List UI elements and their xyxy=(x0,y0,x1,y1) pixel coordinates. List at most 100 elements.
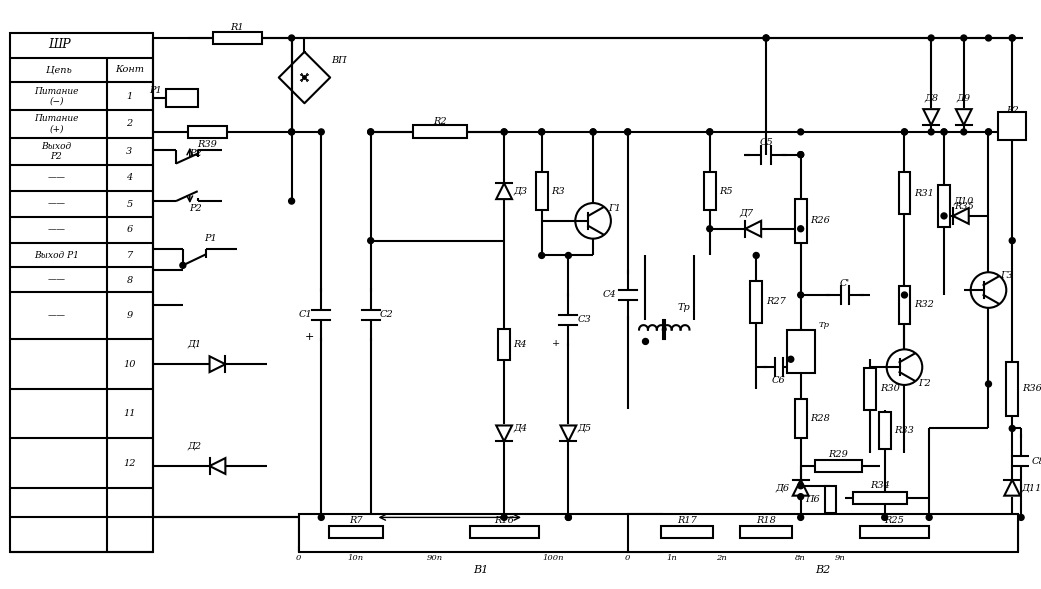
Polygon shape xyxy=(1005,480,1020,496)
Circle shape xyxy=(288,129,295,135)
Text: Конт: Конт xyxy=(115,65,144,74)
Text: R26: R26 xyxy=(811,216,831,226)
Text: R7: R7 xyxy=(349,516,362,525)
Circle shape xyxy=(707,129,713,135)
Circle shape xyxy=(565,253,572,259)
Text: 1п: 1п xyxy=(667,554,678,562)
Circle shape xyxy=(180,262,186,269)
Text: Питание
(+): Питание (+) xyxy=(34,114,78,134)
Text: ——: —— xyxy=(47,276,66,284)
Text: Д1: Д1 xyxy=(187,340,202,349)
Text: Д4: Д4 xyxy=(513,424,527,433)
Polygon shape xyxy=(497,425,512,441)
Text: R36: R36 xyxy=(1022,385,1041,393)
Text: Р2: Р2 xyxy=(1006,105,1018,115)
Circle shape xyxy=(882,514,888,520)
Circle shape xyxy=(288,129,295,135)
Circle shape xyxy=(288,35,295,41)
Text: R17: R17 xyxy=(677,516,696,525)
Circle shape xyxy=(986,129,991,135)
Text: R27: R27 xyxy=(766,297,786,306)
Text: C4: C4 xyxy=(603,290,616,299)
Polygon shape xyxy=(497,183,512,199)
Text: C1: C1 xyxy=(299,310,312,319)
Bar xyxy=(661,527,713,538)
Bar xyxy=(898,173,911,214)
Text: 6: 6 xyxy=(126,225,132,234)
Text: Р1: Р1 xyxy=(204,234,217,243)
Bar xyxy=(879,412,891,449)
Text: 0: 0 xyxy=(625,554,631,562)
Circle shape xyxy=(961,129,967,135)
Circle shape xyxy=(1010,35,1015,41)
Text: 1: 1 xyxy=(126,92,132,101)
Text: Д8: Д8 xyxy=(924,94,938,103)
Text: Тр: Тр xyxy=(678,303,690,312)
Bar xyxy=(814,460,862,472)
Text: 5: 5 xyxy=(126,200,132,209)
Text: 90п: 90п xyxy=(427,554,443,562)
Circle shape xyxy=(319,129,324,135)
Bar xyxy=(794,399,807,438)
Text: 8: 8 xyxy=(126,276,132,284)
Text: С6: С6 xyxy=(772,376,786,385)
Text: В2: В2 xyxy=(815,565,830,575)
Bar xyxy=(299,514,662,552)
Bar xyxy=(412,125,467,138)
Bar xyxy=(787,330,814,373)
Circle shape xyxy=(797,494,804,499)
Circle shape xyxy=(797,483,804,489)
Circle shape xyxy=(941,129,947,135)
Text: 7: 7 xyxy=(126,251,132,260)
Text: ——: —— xyxy=(47,173,66,182)
Text: Д5: Д5 xyxy=(577,424,591,433)
Circle shape xyxy=(707,129,713,135)
Circle shape xyxy=(590,129,596,135)
Circle shape xyxy=(1010,35,1015,41)
Text: C2: C2 xyxy=(380,310,393,319)
Text: Д7: Д7 xyxy=(739,209,754,217)
Bar xyxy=(938,186,950,227)
Text: 8п: 8п xyxy=(795,554,806,562)
Circle shape xyxy=(288,198,295,204)
Text: С': С' xyxy=(840,279,850,287)
Bar xyxy=(469,527,539,538)
Text: Г3: Г3 xyxy=(1000,271,1013,280)
Text: В1: В1 xyxy=(473,565,488,575)
Circle shape xyxy=(1010,237,1015,244)
Text: R39: R39 xyxy=(198,140,218,149)
Circle shape xyxy=(797,151,804,158)
Circle shape xyxy=(797,514,804,520)
Circle shape xyxy=(797,151,804,158)
Circle shape xyxy=(1010,425,1015,431)
Text: ——: —— xyxy=(47,200,66,209)
Text: 10: 10 xyxy=(123,360,135,369)
Text: Д2: Д2 xyxy=(187,442,202,451)
Text: Питание
(−): Питание (−) xyxy=(34,87,78,106)
Circle shape xyxy=(565,514,572,520)
Circle shape xyxy=(902,129,908,135)
Text: R5: R5 xyxy=(718,187,733,196)
Text: 2п: 2п xyxy=(716,554,727,562)
Circle shape xyxy=(929,35,934,41)
Circle shape xyxy=(797,292,804,298)
Circle shape xyxy=(539,129,544,135)
Circle shape xyxy=(986,35,991,41)
Bar xyxy=(167,90,198,107)
Polygon shape xyxy=(209,458,226,474)
Bar xyxy=(998,112,1026,140)
Circle shape xyxy=(970,272,1007,308)
Polygon shape xyxy=(745,221,761,237)
Text: R3: R3 xyxy=(551,187,564,196)
Circle shape xyxy=(367,129,374,135)
Circle shape xyxy=(788,356,794,362)
Bar xyxy=(864,368,875,410)
Text: ВП: ВП xyxy=(331,56,347,65)
Circle shape xyxy=(539,129,544,135)
Text: 12: 12 xyxy=(123,459,135,468)
Circle shape xyxy=(565,514,572,520)
Bar xyxy=(898,286,911,324)
Circle shape xyxy=(929,129,934,135)
Text: R1: R1 xyxy=(230,22,244,32)
Text: Выход
Р2: Выход Р2 xyxy=(42,142,72,161)
